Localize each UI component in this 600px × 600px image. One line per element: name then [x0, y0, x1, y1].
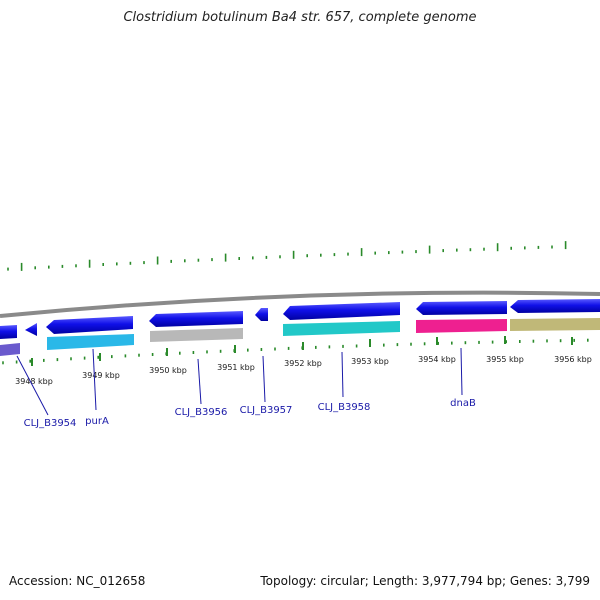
reverse-gene: [416, 319, 507, 333]
leader-line: [92, 348, 97, 411]
topology-summary: Topology: circular; Length: 3,977,794 bp…: [260, 574, 590, 588]
forward-gene: [0, 325, 17, 339]
leader-line: [197, 358, 202, 405]
kbp-label: 3951 kbp: [217, 363, 255, 372]
kbp-scale: 3948 kbp 3949 kbp 3950 kbp 3951 kbp 3952…: [15, 336, 592, 386]
reverse-strand-genes: [0, 318, 600, 356]
reverse-gene: [283, 321, 400, 336]
gene-labels: CLJ_B3954 purA CLJ_B3956 CLJ_B3957 CLJ_B…: [24, 398, 476, 429]
forward-gene: [416, 301, 507, 315]
outer-tick-ring: [7, 241, 567, 271]
gene-label-CLJ_B3957[interactable]: CLJ_B3957: [240, 405, 293, 416]
forward-gene: [25, 323, 37, 336]
forward-strand-genes: [0, 299, 600, 339]
forward-gene: [510, 299, 600, 313]
gene-label-leaders: [16, 347, 463, 416]
genome-backbone: [0, 290, 600, 318]
gene-label-CLJ_B3956[interactable]: CLJ_B3956: [175, 407, 228, 418]
reverse-gene: [150, 328, 243, 342]
forward-gene: [255, 308, 268, 321]
forward-gene: [283, 302, 400, 320]
kbp-label: 3948 kbp: [15, 377, 53, 386]
reverse-gene: [0, 343, 20, 356]
leader-line: [16, 355, 49, 416]
leader-line: [262, 355, 266, 403]
kbp-label: 3954 kbp: [418, 355, 456, 364]
kbp-label: 3956 kbp: [554, 355, 592, 364]
kbp-label: 3953 kbp: [351, 357, 389, 366]
accession-text: Accession: NC_012658: [9, 574, 146, 588]
map-title: Clostridium botulinum Ba4 str. 657, comp…: [123, 10, 477, 25]
leader-line: [341, 351, 344, 398]
forward-gene: [46, 316, 133, 334]
reverse-gene: [510, 318, 600, 331]
kbp-label: 3949 kbp: [82, 371, 120, 380]
gene-label-purA[interactable]: purA: [85, 416, 109, 427]
gene-label-CLJ_B3954[interactable]: CLJ_B3954: [24, 418, 77, 429]
kbp-label: 3952 kbp: [284, 359, 322, 368]
gene-label-dnaB[interactable]: dnaB: [450, 398, 476, 409]
leader-line: [460, 347, 463, 396]
forward-gene: [149, 311, 243, 327]
reverse-gene: [47, 334, 134, 350]
kbp-label: 3955 kbp: [486, 355, 524, 364]
kbp-label: 3950 kbp: [149, 366, 187, 375]
gene-label-CLJ_B3958[interactable]: CLJ_B3958: [318, 402, 371, 413]
